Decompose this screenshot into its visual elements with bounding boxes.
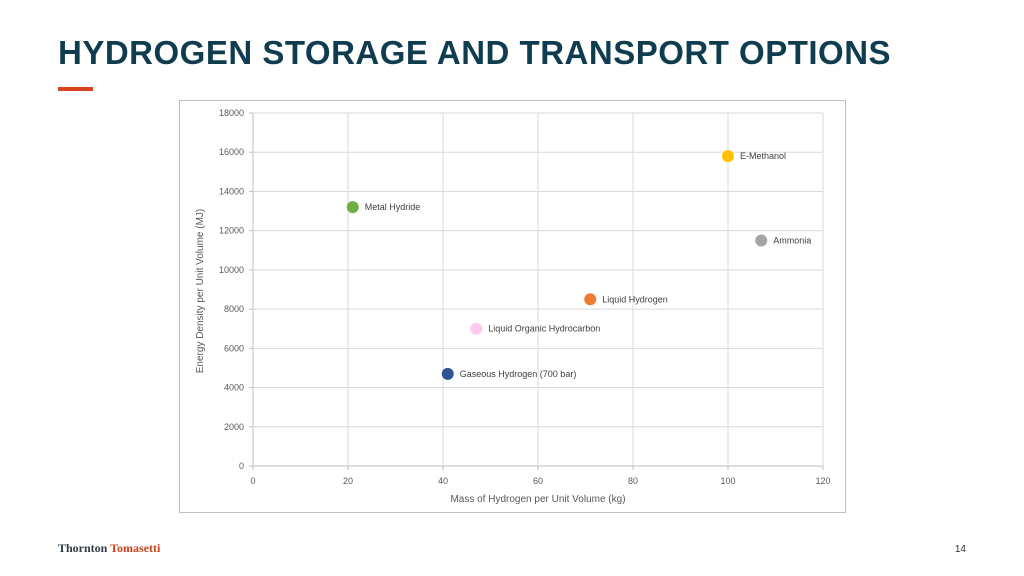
grid-lines [253, 112, 824, 466]
title-accent-bar [58, 87, 93, 91]
y-tick-label: 12000 [219, 226, 244, 236]
data-points: Metal Hydride E-Methanol Ammonia Liquid Hyd… [346, 150, 811, 380]
x-tick-label: 60 [533, 476, 543, 486]
y-tick-label: 10000 [219, 265, 244, 275]
y-tick-label: 18000 [219, 108, 244, 118]
company-logo: Thornton Tomasetti [58, 541, 160, 556]
logo-word-1: Thornton [58, 541, 108, 555]
data-point [584, 293, 597, 306]
data-point-label: Liquid Organic Hydrocarbon [488, 324, 600, 334]
y-tick-label: 4000 [224, 383, 244, 393]
x-tick-label: 40 [438, 476, 448, 486]
data-point [470, 322, 483, 335]
y-tick-label: 14000 [219, 186, 244, 196]
x-tick-label: 80 [628, 476, 638, 486]
axes [249, 112, 824, 470]
x-tick-label: 0 [250, 476, 255, 486]
data-point [755, 234, 768, 247]
data-point-label: Ammonia [773, 235, 811, 245]
x-tick-label: 20 [343, 476, 353, 486]
data-point-label: E-Methanol [740, 151, 786, 161]
page-number: 14 [954, 544, 966, 555]
chart-canvas: 0 20 40 60 80 100 120 0 2000 4000 6000 8000 10000 120… [195, 108, 831, 505]
x-tick-label: 120 [815, 476, 830, 486]
y-tick-label: 8000 [224, 304, 244, 314]
y-tick-label: 0 [239, 461, 244, 471]
y-tick-label: 2000 [224, 422, 244, 432]
data-point [441, 367, 454, 380]
data-point-label: Liquid Hydrogen [602, 294, 668, 304]
y-axis-label: Energy Density per Unit Volume (MJ) [195, 209, 206, 374]
y-tick-label: 16000 [219, 147, 244, 157]
y-tick-label: 6000 [224, 343, 244, 353]
slide-title: HYDROGEN STORAGE AND TRANSPORT OPTIONS [58, 34, 892, 71]
data-point-label: Gaseous Hydrogen (700 bar) [460, 369, 577, 379]
data-point [346, 201, 359, 214]
tick-labels: 0 20 40 60 80 100 120 0 2000 4000 6000 8000 10000 120… [219, 108, 831, 486]
x-tick-label: 100 [720, 476, 735, 486]
x-axis-label: Mass of Hydrogen per Unit Volume (kg) [450, 494, 625, 505]
logo-word-2: Tomasetti [110, 541, 161, 555]
data-point-label: Metal Hydride [365, 202, 421, 212]
data-point [722, 150, 734, 163]
scatter-chart: 0 20 40 60 80 100 120 0 2000 4000 6000 8000 10000 120… [179, 100, 846, 513]
